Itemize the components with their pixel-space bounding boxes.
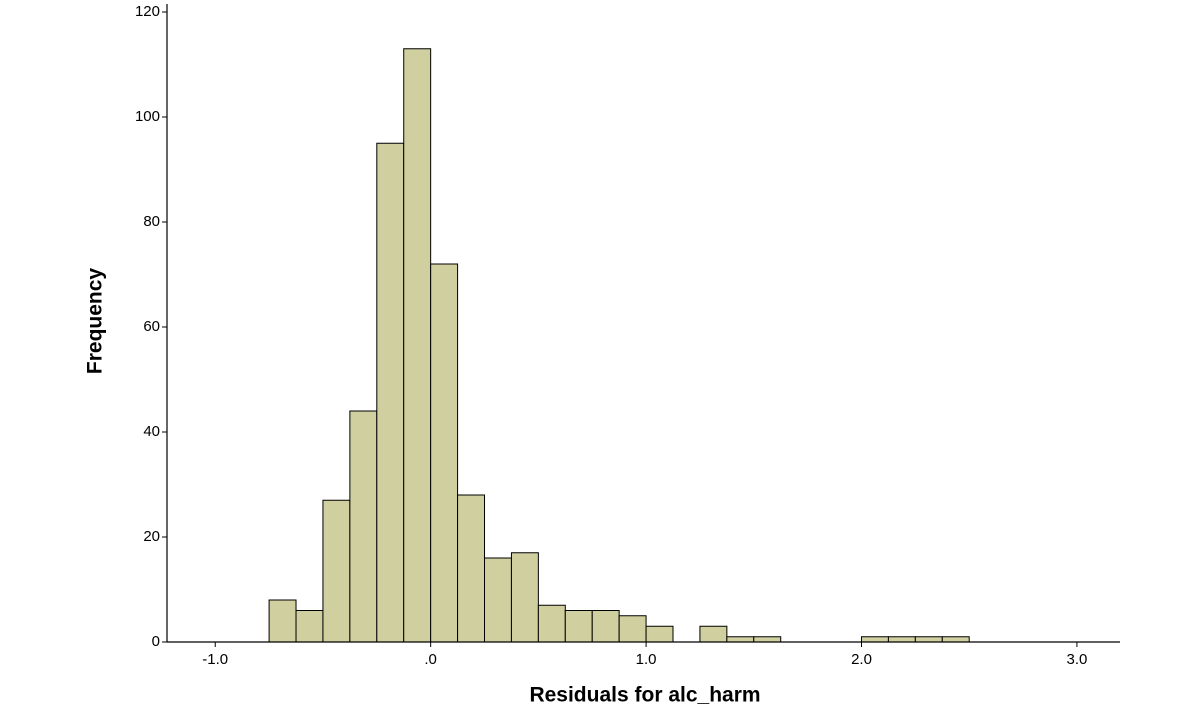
bar <box>484 557 512 643</box>
bar <box>699 625 728 643</box>
y-tick-label: 60 <box>143 318 160 335</box>
x-tick-label: -1.0 <box>202 651 228 668</box>
bar <box>295 610 324 643</box>
bar <box>645 625 674 643</box>
y-tick-label: 80 <box>143 213 160 230</box>
bar <box>564 610 593 643</box>
x-tick-label: 2.0 <box>851 651 872 668</box>
bar <box>941 636 970 643</box>
bar <box>457 494 486 643</box>
y-tick-label: 20 <box>143 528 160 545</box>
bar <box>349 410 378 643</box>
x-axis-title: Residuals for alc_harm <box>529 684 760 707</box>
y-tick-label: 0 <box>152 633 160 650</box>
y-tick-label: 120 <box>135 3 160 20</box>
bar <box>753 636 782 643</box>
bar <box>322 499 351 643</box>
bar <box>537 604 566 643</box>
bar <box>618 615 647 643</box>
bar <box>376 142 405 643</box>
bar <box>591 610 620 643</box>
bar <box>403 48 432 643</box>
y-axis-title: Frequency <box>84 268 107 375</box>
x-tick-label: 3.0 <box>1066 651 1087 668</box>
bar <box>510 552 539 643</box>
x-tick-label: 1.0 <box>636 651 657 668</box>
y-tick-label: 100 <box>135 108 160 125</box>
bar <box>268 599 297 643</box>
bar <box>430 263 459 643</box>
bar <box>887 636 916 643</box>
y-tick-label: 40 <box>143 423 160 440</box>
bar <box>914 636 943 643</box>
bar <box>726 636 755 643</box>
bar <box>860 636 889 643</box>
x-tick-label: .0 <box>424 651 437 668</box>
